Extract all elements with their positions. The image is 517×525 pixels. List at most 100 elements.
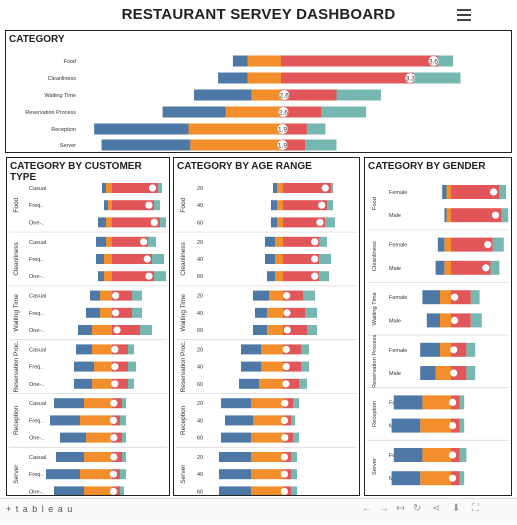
bar-segment-teal [128,344,134,355]
bar-segment-orange [435,366,451,380]
bar-segment-blue [90,290,100,301]
bar-segment-orange [86,432,112,443]
bar-segment-teal [293,398,299,409]
bar-segment-blue [271,200,277,211]
bar-segment-teal [291,452,297,462]
bar-segment-blue [162,106,226,118]
row-label: Male [389,371,401,377]
bar-segment-orange [225,106,281,118]
bar-segment-blue [218,72,248,84]
data-label-marker [489,188,498,196]
bar-segment-teal [132,307,142,318]
bar-segment-orange [253,415,283,426]
row-label: Casual [29,240,46,246]
bar-segment-teal [132,290,142,301]
group-label: Waiting Time [180,294,187,332]
bar-segment-orange [444,237,451,252]
bar-segment-blue [253,290,269,301]
bar-segment-orange [422,448,451,462]
bar-segment-red [281,55,439,67]
category-label: Food [63,59,76,65]
group-label: Waiting Time [372,292,378,325]
bar-segment-red [283,307,305,318]
row-label: Casual [29,186,46,192]
bar-segment-red [112,271,154,282]
menu-icon[interactable] [457,9,471,21]
bar-segment-orange [440,290,451,305]
bar-segment-orange [80,415,112,426]
data-label-marker [111,363,119,371]
bar-segment-teal [140,325,152,335]
bar-segment-red [283,344,301,355]
bar-segment-blue [50,415,80,426]
refresh-icon[interactable]: ↻ [413,503,422,514]
share-icon[interactable]: ⋖ [432,503,441,514]
bar-segment-teal [120,469,126,480]
undo-icon[interactable]: ← [362,503,372,514]
fullscreen-icon[interactable]: ⛶ [472,503,479,514]
bar-segment-orange [277,217,283,228]
data-label-marker [282,345,290,353]
bar-segment-orange [420,471,451,486]
data-label-marker [145,272,153,280]
bar-segment-orange [251,469,283,480]
revert-icon[interactable]: ↤ [396,503,405,514]
data-label-marker [280,470,289,478]
data-label-marker [112,309,120,317]
bar-segment-teal [122,452,126,462]
panel-title: CATEGORY BY CUSTOMER TYPE [10,161,142,183]
bar-segment-red [451,185,500,199]
bar-segment-blue [225,415,253,426]
bar-segment-orange [94,361,112,372]
bar-segment-blue [104,200,108,211]
bar-segment-blue [422,290,440,305]
bar-segment-blue [98,217,106,228]
dashboard-title: RESTAURANT SERVEY DASHBOARD [121,6,396,23]
bar-segment-red [451,290,471,305]
age-range-chart: Food 20 40 60 Cleanliness 20 40 60 Waiting Time 2… [176,183,357,495]
bar-segment-teal [307,325,317,335]
bar-segment-red [281,123,307,135]
row-label: One-.. [29,382,45,388]
bar-segment-teal [490,260,500,275]
bar-segment-teal [148,236,156,247]
row-label: 20 [197,401,203,407]
bar-segment-red [283,236,319,247]
group-label: Server [180,464,187,484]
row-label: 20 [197,240,203,246]
category-label: Reservation Process [25,110,76,116]
data-label-marker [113,326,121,334]
bar-segment-teal [319,271,329,282]
row-label: Freq.. [29,203,44,209]
bar-segment-teal [152,254,164,264]
group-label: Reception [372,401,378,427]
bar-segment-teal [128,378,134,389]
bar-segment-red [281,139,306,151]
download-icon[interactable]: ⬇ [452,503,461,514]
bar-segment-red [283,271,319,282]
bar-segment-teal [319,254,331,264]
row-label: One-.. [29,436,45,442]
bar-segment-red [283,361,301,372]
bar-segment-orange [446,185,451,199]
group-label: Food [180,197,187,212]
data-label: 3.3 [406,75,415,82]
row-label: 60 [197,489,203,495]
data-label-marker [448,474,457,482]
category-label: Waiting Time [44,93,76,99]
redo-icon[interactable]: → [379,503,389,514]
data-label-marker [282,363,290,371]
panel-title: CATEGORY BY GENDER [368,161,486,172]
bar-segment-blue [74,361,94,372]
bar-segment-orange [80,469,112,480]
bar-segment-blue [444,208,447,223]
row-label: One-.. [29,220,45,226]
data-label-marker [311,272,319,280]
bar-segment-teal [120,486,124,495]
bar-segment-orange [267,325,283,335]
bar-segment-orange [444,260,451,275]
bar-segment-red [112,344,128,355]
data-label-marker [281,434,289,442]
row-label: Female [389,243,407,249]
row-label: Casual [29,455,46,461]
